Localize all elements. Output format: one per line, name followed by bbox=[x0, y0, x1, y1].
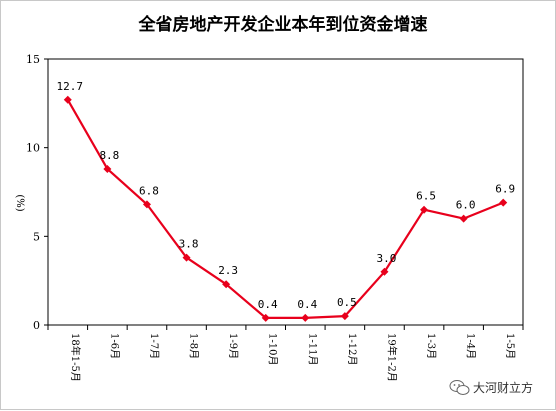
plot-area bbox=[47, 58, 524, 326]
x-tick-label: 1-9月 bbox=[227, 333, 239, 359]
data-label: 6.9 bbox=[495, 183, 515, 196]
data-point-marker bbox=[459, 214, 468, 223]
data-label: 0.5 bbox=[337, 296, 357, 309]
data-label: 0.4 bbox=[297, 298, 317, 311]
x-tick-label: 1-3月 bbox=[425, 333, 437, 359]
x-axis: 18年1-5月 1-6月 1-7月 1-8月 1-9月 1-10月 1-11月 1-12月 19… bbox=[47, 325, 524, 382]
x-tick-label: 19年1-2月 bbox=[385, 333, 398, 382]
x-tick-label: 1-8月 bbox=[188, 333, 200, 359]
data-label: 3.8 bbox=[179, 238, 199, 251]
x-tick-label: 18年1-5月 bbox=[69, 333, 82, 382]
data-label: 6.0 bbox=[456, 199, 476, 212]
series-line bbox=[66, 99, 504, 319]
data-point-marker bbox=[340, 312, 349, 321]
x-tick-label: 1-5月 bbox=[504, 333, 516, 359]
data-point-marker bbox=[142, 200, 151, 209]
watermark: 大河财立方 bbox=[449, 380, 533, 395]
data-label: 0.4 bbox=[258, 298, 278, 311]
data-point-marker bbox=[420, 205, 429, 214]
x-tick-label: 1-10月 bbox=[267, 333, 279, 365]
data-label: 8.8 bbox=[99, 149, 119, 162]
data-label: 12.7 bbox=[57, 80, 84, 93]
data-point-marker bbox=[182, 253, 191, 262]
data-point-marker bbox=[63, 95, 72, 104]
data-point-marker bbox=[261, 313, 270, 322]
y-tick-label: 5 bbox=[33, 230, 40, 243]
y-tick-label: 0 bbox=[33, 319, 40, 332]
x-tick-label: 1-7月 bbox=[148, 333, 160, 359]
data-point-marker bbox=[301, 313, 310, 322]
data-label: 3.0 bbox=[377, 252, 397, 265]
data-point-marker bbox=[499, 198, 508, 207]
x-tick-label: 1-11月 bbox=[306, 333, 318, 365]
x-tick-label: 1-6月 bbox=[108, 333, 120, 359]
data-label: 2.3 bbox=[218, 264, 238, 277]
x-tick-label: 1-12月 bbox=[346, 333, 358, 365]
y-tick-label: 15 bbox=[26, 53, 40, 66]
series-layer: 12.7 8.8 6.8 3.8 2.3 0.4 0.4 0.5 3.0 6.5 6.0 6.9 bbox=[57, 80, 515, 322]
x-tick-label: 1-4月 bbox=[465, 333, 477, 359]
data-label: 6.5 bbox=[416, 190, 436, 203]
watermark-text: 大河财立方 bbox=[473, 380, 533, 395]
data-label: 6.8 bbox=[139, 184, 159, 197]
y-tick-label: 10 bbox=[26, 142, 40, 155]
y-axis: 0 5 10 15 bbox=[26, 53, 48, 332]
data-point-marker bbox=[103, 164, 112, 173]
data-point-marker bbox=[380, 267, 389, 276]
chart-title: 全省房地产开发企业本年到位资金增速 bbox=[138, 14, 428, 35]
data-point-marker bbox=[222, 280, 231, 289]
y-axis-unit: (%) bbox=[14, 194, 25, 211]
wechat-icon bbox=[449, 380, 470, 395]
